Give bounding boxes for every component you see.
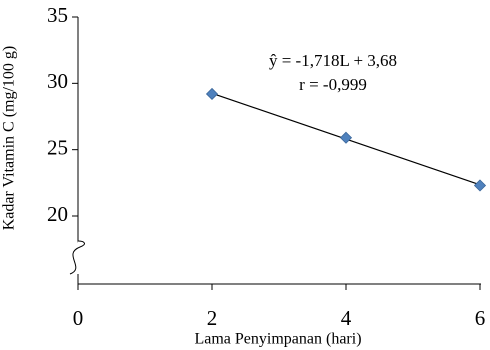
data-point — [205, 87, 219, 101]
x-axis-title: Lama Penyimpanan (hari) — [194, 331, 361, 348]
y-tick-label: 20 — [47, 202, 68, 226]
data-point — [339, 131, 353, 144]
x-tick-label: 2 — [207, 306, 218, 330]
y-tick-label: 35 — [47, 3, 68, 27]
x-tick-label: 0 — [73, 306, 84, 330]
correlation: r = -0,999 — [299, 75, 367, 94]
y-tick-label: 25 — [47, 135, 68, 159]
x-tick-label: 4 — [341, 306, 352, 330]
data-point — [473, 179, 487, 192]
y-axis-title: Kadar Vitamin C (mg/100 g) — [1, 46, 18, 231]
y-tick-label: 30 — [47, 69, 68, 93]
x-tick-label: 6 — [475, 306, 486, 330]
equation: ŷ = -1,718L + 3,68 — [269, 51, 397, 70]
axis-break — [69, 240, 85, 275]
